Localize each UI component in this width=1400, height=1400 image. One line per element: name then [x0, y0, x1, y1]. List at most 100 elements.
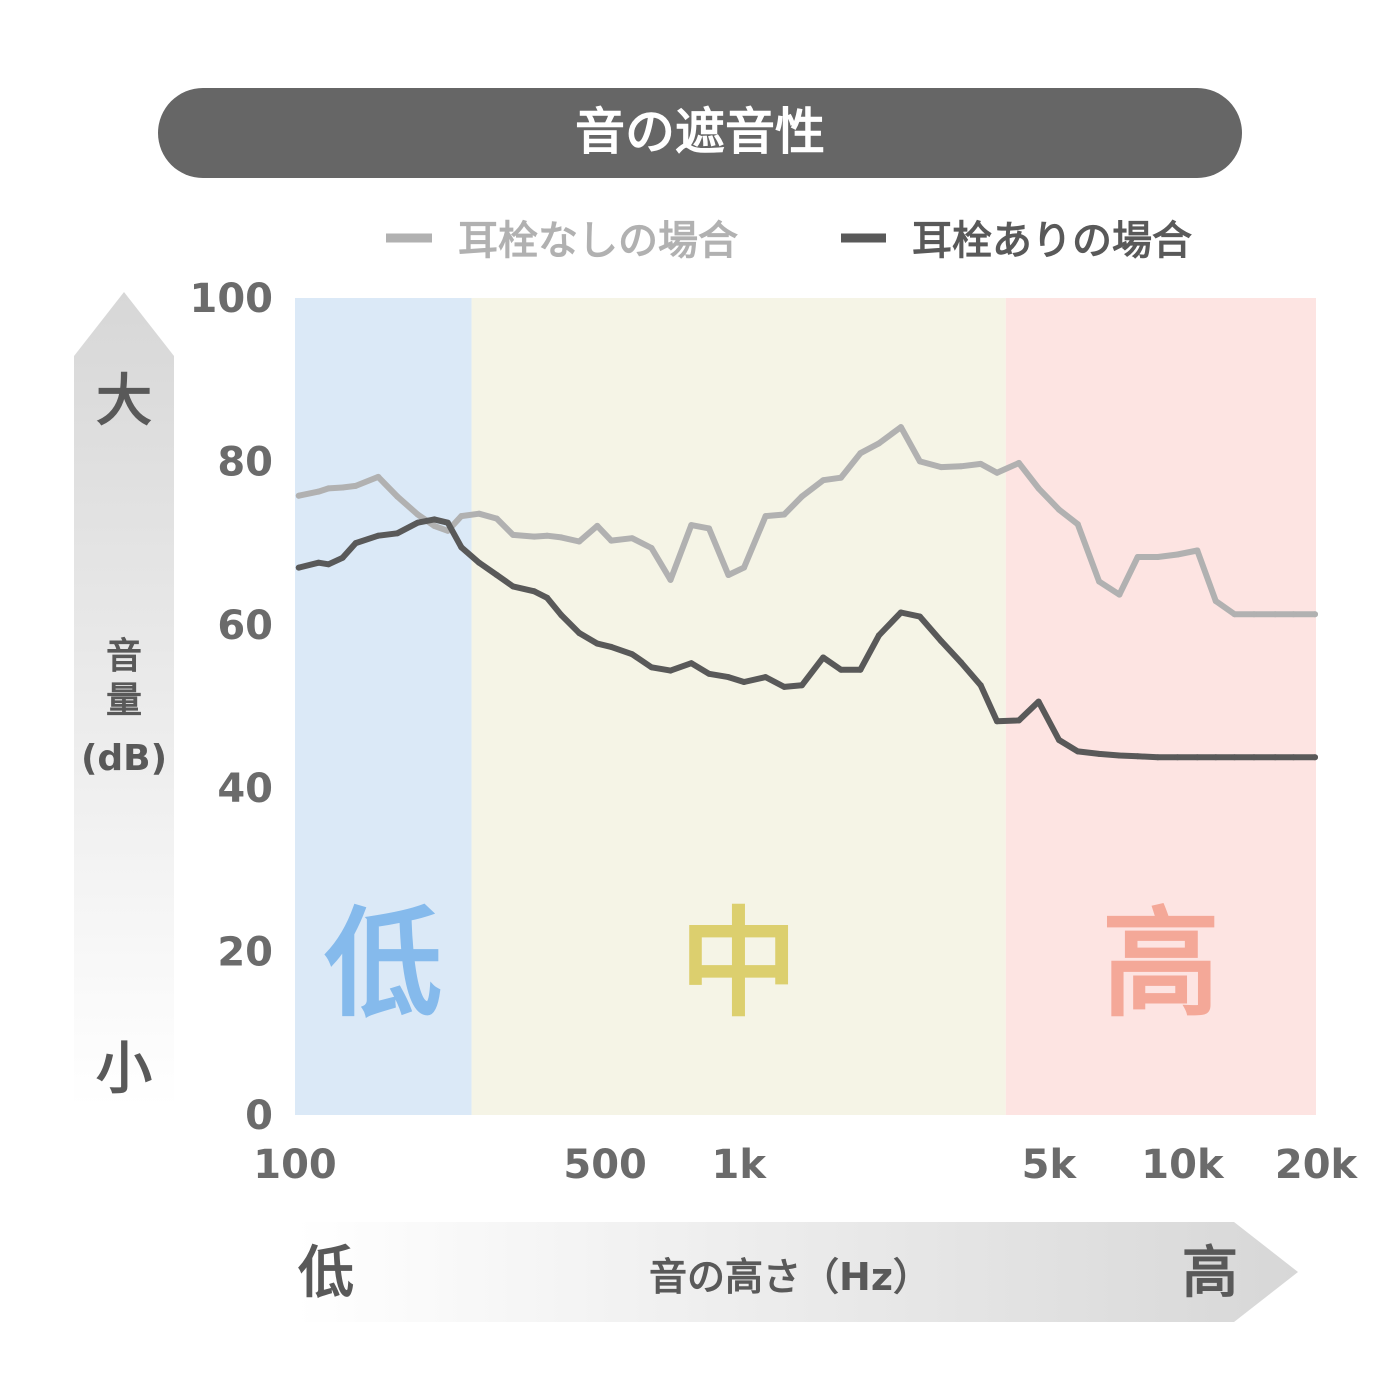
- series-points-1: [295, 516, 1318, 761]
- data-point: [667, 667, 674, 674]
- data-point: [958, 463, 964, 470]
- data-point: [1015, 460, 1022, 466]
- data-point: [688, 660, 695, 667]
- data-point: [837, 474, 844, 481]
- data-point: [1290, 611, 1297, 618]
- data-point: [1290, 754, 1297, 761]
- data-point: [1194, 547, 1201, 554]
- data-point: [1212, 754, 1219, 761]
- x-tick-label: 5k: [1022, 1142, 1078, 1188]
- y-arrow-small-label: 小: [96, 1037, 152, 1102]
- data-point: [394, 530, 401, 537]
- data-point: [1231, 754, 1238, 761]
- data-point: [706, 670, 712, 677]
- data-point: [648, 664, 655, 671]
- data-point: [857, 450, 864, 457]
- data-point: [458, 544, 465, 551]
- data-point: [994, 469, 1000, 476]
- data-point: [1312, 754, 1318, 761]
- title-bar: [158, 88, 1242, 178]
- data-point: [958, 659, 964, 666]
- data-point: [295, 492, 302, 499]
- data-point: [431, 516, 438, 523]
- series-points-0: [295, 424, 1318, 618]
- x-axis-label: 音の高さ（Hz）: [649, 1255, 931, 1299]
- data-point: [1035, 485, 1042, 492]
- data-point: [798, 682, 805, 689]
- series-line-1: [295, 516, 1318, 761]
- data-point: [476, 559, 483, 566]
- y-tick-label: 100: [190, 276, 274, 322]
- axes: 0 20 40 60 80 100 100 500 1k 5k 10k 20k: [190, 276, 1359, 1188]
- x-tick-label: 20k: [1275, 1142, 1359, 1188]
- data-point: [1212, 598, 1219, 605]
- data-point: [394, 493, 401, 500]
- band-1-background: [471, 298, 1006, 1115]
- data-point: [820, 477, 827, 484]
- data-point: [1272, 754, 1279, 761]
- data-point: [820, 654, 827, 661]
- data-point: [375, 473, 382, 480]
- data-point: [762, 513, 769, 520]
- data-point: [608, 537, 615, 544]
- data-point: [781, 683, 788, 690]
- data-point: [938, 638, 945, 645]
- data-point: [938, 464, 945, 471]
- x-tick-label: 1k: [711, 1142, 767, 1188]
- data-point: [339, 484, 346, 491]
- data-point: [1154, 554, 1161, 560]
- data-point: [629, 535, 636, 542]
- chart-title: 音の遮音性: [575, 103, 825, 161]
- legend-label-with-plug: 耳栓ありの場合: [912, 218, 1192, 264]
- data-point: [352, 482, 359, 489]
- data-point: [857, 666, 864, 673]
- y-tick-label: 60: [217, 603, 273, 649]
- x-tick-label: 10k: [1141, 1142, 1225, 1188]
- data-point: [741, 679, 747, 685]
- data-point: [897, 424, 904, 431]
- data-point: [315, 559, 322, 566]
- data-point: [444, 519, 451, 526]
- data-point: [576, 630, 583, 636]
- data-point: [629, 651, 636, 658]
- data-point: [315, 488, 322, 495]
- data-point: [875, 440, 882, 447]
- data-point: [1056, 506, 1062, 513]
- data-point: [781, 511, 788, 518]
- data-point: [1015, 717, 1022, 724]
- y-arrow-shape: [74, 292, 174, 1108]
- data-point: [994, 718, 1000, 725]
- x-arrow-high-label: 高: [1182, 1241, 1238, 1306]
- data-point: [339, 554, 346, 561]
- x-arrow-shape: [296, 1222, 1298, 1322]
- data-point: [875, 632, 882, 639]
- x-tick-label: 100: [253, 1142, 337, 1188]
- data-point: [531, 588, 538, 595]
- y-tick-label: 20: [217, 930, 273, 976]
- data-point: [1174, 551, 1181, 558]
- data-point: [916, 613, 923, 620]
- legend: 耳栓なしの場合 耳栓ありの場合: [386, 218, 1192, 264]
- data-point: [1116, 591, 1123, 598]
- data-point: [1251, 754, 1257, 761]
- data-point: [725, 572, 732, 578]
- data-point: [706, 525, 712, 532]
- band-2-label: 高: [1102, 895, 1220, 1033]
- band-1-label: 中: [680, 895, 798, 1033]
- data-point: [648, 545, 655, 551]
- y-axis-label-line-1: 音: [106, 636, 142, 677]
- data-point: [725, 674, 732, 681]
- data-point: [352, 540, 359, 547]
- data-point: [1251, 611, 1257, 618]
- data-point: [1231, 611, 1238, 618]
- legend-label-no-plug: 耳栓なしの場合: [458, 218, 738, 264]
- data-point: [375, 532, 382, 539]
- data-point: [594, 640, 601, 647]
- x-tick-label: 500: [563, 1142, 647, 1188]
- data-point: [667, 576, 674, 583]
- data-point: [608, 643, 615, 650]
- data-point: [414, 519, 421, 526]
- data-point: [414, 511, 421, 518]
- data-point: [1312, 611, 1318, 618]
